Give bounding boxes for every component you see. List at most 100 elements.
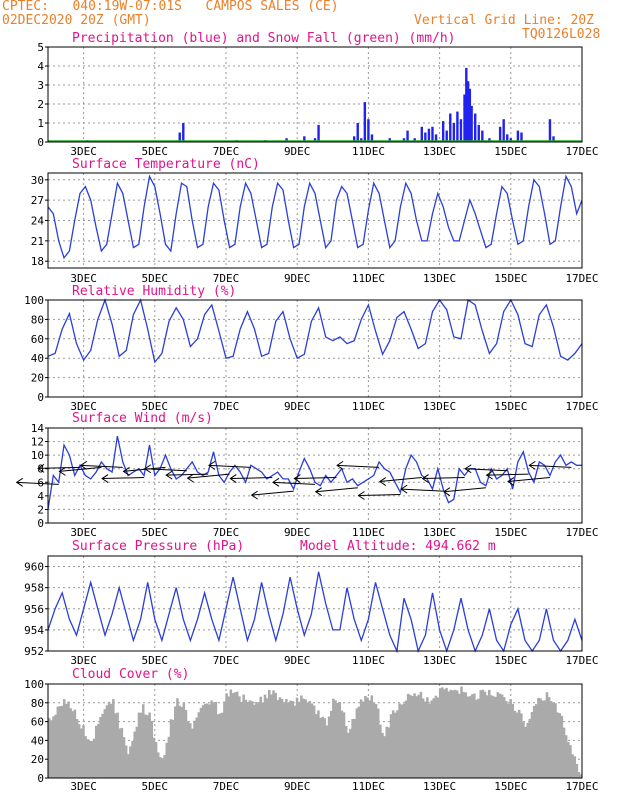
cloud-bar <box>317 710 320 778</box>
wind-arrowhead <box>528 460 536 470</box>
precip-bar <box>367 119 370 142</box>
rh-x-tick-label: 11DEC <box>352 400 385 413</box>
cloud-bar <box>240 701 243 778</box>
precip-y-tick-label: 1 <box>37 117 44 130</box>
wind-arrowhead <box>250 490 258 500</box>
cloud-y-tick-label: 20 <box>31 753 44 766</box>
cloud-bar <box>112 699 115 778</box>
precip-bar <box>456 111 459 142</box>
cloud-bar <box>235 691 239 778</box>
cloud-bar <box>408 694 412 778</box>
cloud-bar <box>118 728 122 778</box>
cloud-bar <box>441 687 444 778</box>
cloud-bar <box>73 709 77 778</box>
cloud-bar <box>248 700 252 778</box>
cloud-bar <box>131 740 134 778</box>
precip-bar <box>313 138 317 142</box>
wind-arrow <box>144 468 187 472</box>
cloud-bar <box>116 712 119 778</box>
cloud-bar <box>567 741 570 778</box>
pressure-grid <box>48 556 582 651</box>
cloud-bar <box>310 703 314 778</box>
precip-bar <box>548 119 552 142</box>
wind-arrow <box>251 490 294 496</box>
wind-arrowhead <box>293 474 301 483</box>
cloud-bar <box>285 698 288 778</box>
rh-frame <box>47 299 583 398</box>
cloud-bar <box>351 718 354 778</box>
rh-x-tick-label: 17DEC <box>565 400 598 413</box>
rh-y-tick-label: 100 <box>24 294 44 307</box>
cloud-bar <box>300 695 303 778</box>
cloud-bar <box>577 772 581 778</box>
cloud-bar <box>165 742 169 778</box>
cloud-bar <box>502 697 506 778</box>
wind-y-tick-label: 12 <box>31 436 44 449</box>
cloud-bar <box>90 740 94 778</box>
wind-frame <box>47 427 583 524</box>
wind-arrow <box>315 487 358 493</box>
cloud-bar <box>532 705 536 778</box>
precip-grid <box>48 46 582 142</box>
cloud-bar <box>212 703 216 778</box>
cloud-bar <box>462 692 465 778</box>
date-line: 02DEC2020 20Z (GMT) <box>2 13 151 28</box>
precip-bar <box>452 123 456 142</box>
pressure-y-tick-label: 956 <box>24 603 44 616</box>
cloud-bar <box>453 689 457 778</box>
precip-bar <box>466 81 470 142</box>
rh-y-tick-label: 60 <box>31 333 44 346</box>
wind-x-tick-label: 15DEC <box>494 526 527 539</box>
cloud-bar <box>268 689 271 778</box>
wind-arrowhead <box>101 474 109 483</box>
cloud-bar <box>571 754 574 778</box>
cloud-bar <box>159 757 162 778</box>
cloud-bar <box>133 731 136 778</box>
cloud-bar <box>176 698 179 778</box>
precip-bar <box>427 128 431 142</box>
cloud-bar <box>355 708 359 778</box>
chart-header: CPTEC: 040:19W-07:01S CAMPOS SALES (CE) … <box>0 0 618 46</box>
cloud-x-tick-label: 17DEC <box>565 780 598 793</box>
wind-x-tick-label: 17DEC <box>565 526 598 539</box>
cloud-bar <box>372 702 376 778</box>
precip-x-tick-label: 5DEC <box>142 145 169 158</box>
cloud-bar <box>370 695 374 778</box>
cloud-bar <box>368 700 371 778</box>
cloud-y-tick-label: 60 <box>31 716 44 729</box>
cloud-bar <box>402 703 406 778</box>
temp-title: Surface Temperature (nC) <box>72 157 260 172</box>
precip-bar <box>474 113 477 142</box>
cloud-bar <box>203 703 207 778</box>
cloud-bar <box>332 698 335 778</box>
cloud-bar <box>357 706 361 778</box>
precip-x-tick-label: 13DEC <box>423 145 456 158</box>
cloud-bar <box>295 697 299 778</box>
cloud-bar <box>238 696 241 778</box>
cloud-bar <box>558 713 562 778</box>
vertical-grid-line-label: Vertical Grid Line: 20Z <box>414 13 595 28</box>
cloud-bar <box>359 699 363 778</box>
cloud-bar <box>530 712 534 778</box>
cloud-bar <box>52 716 55 778</box>
cloud-bar <box>141 704 145 778</box>
cloud-bar <box>562 727 566 778</box>
cloud-x-tick-label: 9DEC <box>284 780 311 793</box>
temp-x-tick-label: 11DEC <box>352 272 385 285</box>
cloud-bar <box>434 695 438 778</box>
cloud-bar <box>276 699 280 778</box>
precip-bar <box>520 132 523 142</box>
cloud-bar <box>344 725 348 778</box>
cloud-bar <box>114 713 117 778</box>
cloud-bar <box>398 703 401 778</box>
cloud-bar <box>537 697 540 778</box>
wind-arrowhead <box>507 477 515 486</box>
cloud-bar <box>242 694 245 778</box>
cloud-bar <box>560 715 564 778</box>
pressure-panel: Surface Pressure (hPa) Model Altitude: 49… <box>24 539 598 667</box>
cloud-bar <box>477 698 480 778</box>
rh-y-tick-label: 40 <box>31 352 44 365</box>
cloud-bar <box>490 695 493 778</box>
cloud-bar <box>315 714 318 778</box>
